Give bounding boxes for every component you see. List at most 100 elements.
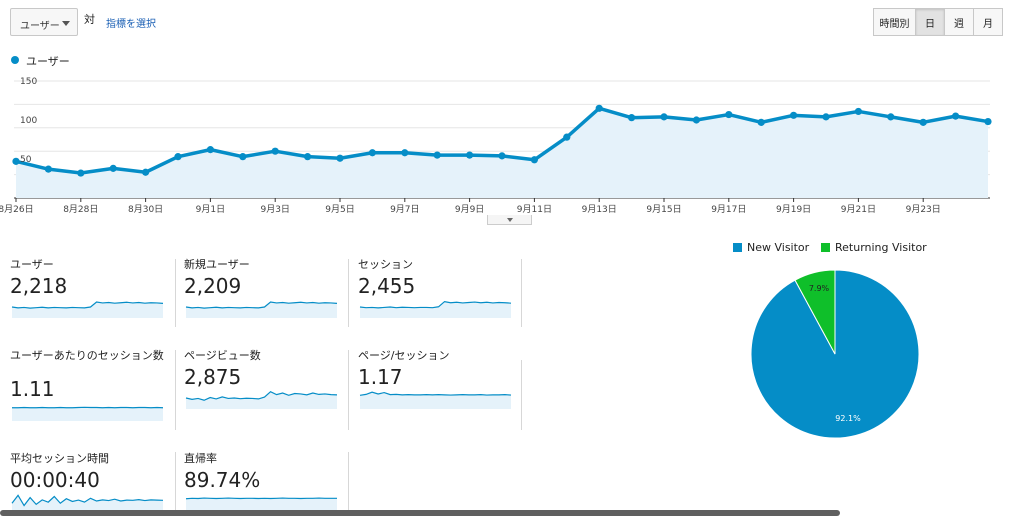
data-point[interactable] (368, 149, 376, 157)
metric-name: ユーザー (10, 258, 54, 271)
metric-tile[interactable]: 新規ユーザー 2,209 (184, 258, 344, 318)
x-tick-label: 9月7日 (390, 204, 419, 215)
metric-value: 2,209 (184, 274, 242, 298)
metric-name: ページ/セッション (358, 349, 450, 362)
data-point[interactable] (466, 151, 474, 159)
tile-divider (521, 259, 522, 327)
y-tick-label: 50 (20, 155, 32, 165)
tile-divider (348, 259, 349, 327)
metric-sparkline (359, 391, 512, 409)
metric-value: 2,455 (358, 274, 416, 298)
metric-name: ページビュー数 (184, 349, 261, 362)
data-point[interactable] (271, 147, 279, 155)
metric-tile[interactable]: 直帰率 89.74% (184, 452, 344, 512)
sparkline-area (12, 407, 163, 421)
sparkline-line (359, 391, 512, 396)
data-point[interactable] (790, 111, 798, 119)
metric-sparkline (359, 300, 512, 318)
metric-value: 00:00:40 (10, 468, 100, 492)
data-point[interactable] (952, 112, 960, 120)
data-point[interactable] (336, 154, 344, 162)
data-point[interactable] (206, 146, 214, 154)
data-point[interactable] (660, 113, 668, 121)
x-tick-label: 9月9日 (455, 204, 484, 215)
metric-name: ユーザーあたりのセッション数 (10, 349, 164, 362)
data-point[interactable] (887, 113, 895, 121)
pie-slice[interactable] (794, 269, 836, 355)
data-point[interactable] (984, 117, 992, 126)
returning-visitor-legend-label[interactable]: Returning Visitor (835, 241, 927, 254)
metric-sparkline (12, 406, 164, 421)
metric-selector-label: ユーザー (20, 21, 60, 32)
sparkline-line (11, 301, 164, 309)
data-point[interactable] (919, 118, 927, 126)
chevron-down-icon (62, 21, 70, 26)
sparkline-area (12, 495, 163, 512)
sparkline-area (186, 498, 337, 512)
metric-name: 直帰率 (184, 452, 217, 465)
tile-divider (175, 452, 176, 512)
pie-value-label: 92.1% (835, 414, 861, 423)
horizontal-scrollbar[interactable] (0, 510, 840, 516)
metric-name: セッション (358, 258, 413, 271)
chart-collapse-handle[interactable] (487, 215, 532, 225)
tile-divider (348, 452, 349, 512)
day-button[interactable]: 日 (915, 8, 945, 36)
data-point[interactable] (304, 153, 312, 161)
data-point[interactable] (109, 164, 117, 172)
metric-tile[interactable]: セッション 2,455 (358, 258, 518, 318)
x-tick-label: 9月21日 (841, 204, 876, 215)
data-point[interactable] (692, 116, 701, 124)
series-legend-dot (11, 56, 19, 64)
sparkline-line (185, 497, 337, 500)
new-visitor-legend-label[interactable]: New Visitor (747, 241, 810, 254)
data-point[interactable] (142, 168, 150, 176)
metric-selector-dropdown[interactable]: ユーザー (10, 8, 78, 36)
data-point[interactable] (757, 118, 765, 126)
data-point[interactable] (725, 110, 733, 119)
data-point[interactable] (12, 157, 20, 165)
vs-label: 対 (84, 13, 95, 26)
metric-tile[interactable]: ユーザー 2,218 (10, 258, 170, 318)
returning-visitor-legend-swatch (821, 243, 830, 252)
y-tick-label: 150 (20, 77, 37, 87)
data-point[interactable] (595, 104, 603, 112)
month-button[interactable]: 月 (973, 8, 1003, 36)
metric-value: 1.17 (358, 365, 403, 389)
sparkline-line (185, 301, 338, 309)
caret-down-icon (507, 218, 513, 222)
metric-tile[interactable]: ユーザーあたりのセッション数 1.11 (10, 349, 170, 421)
data-point[interactable] (174, 153, 182, 161)
metric-value: 2,875 (184, 365, 242, 389)
hourly-button[interactable]: 時間別 (873, 8, 916, 36)
metric-tile[interactable]: ページビュー数 2,875 (184, 349, 344, 409)
x-tick-label: 9月5日 (325, 204, 354, 215)
sparkline-line (359, 300, 512, 309)
x-tick-label: 9月11日 (517, 204, 552, 215)
data-point[interactable] (563, 133, 571, 141)
data-point[interactable] (401, 149, 409, 157)
tile-divider (348, 350, 349, 430)
data-point[interactable] (854, 107, 863, 116)
data-point[interactable] (498, 152, 506, 160)
data-point[interactable] (239, 153, 247, 161)
x-tick-label: 9月3日 (260, 204, 289, 215)
data-point[interactable] (530, 156, 539, 164)
sparkline-area (186, 302, 337, 318)
tile-divider (175, 350, 176, 430)
tile-divider (175, 259, 176, 327)
metric-sparkline (185, 497, 337, 512)
series-area (16, 108, 988, 198)
data-point[interactable] (822, 113, 830, 121)
metric-tile[interactable]: ページ/セッション 1.17 (358, 349, 518, 409)
data-point[interactable] (628, 114, 636, 122)
data-point[interactable] (433, 151, 441, 159)
week-button[interactable]: 週 (944, 8, 974, 36)
data-point[interactable] (77, 169, 85, 177)
data-point[interactable] (44, 165, 53, 173)
select-metric-link[interactable]: 指標を選択 (106, 19, 156, 30)
metric-value: 89.74% (184, 468, 261, 492)
metric-tile[interactable]: 平均セッション時間 00:00:40 (10, 452, 170, 512)
new-visitor-legend-swatch (733, 243, 742, 252)
sparkline-line (11, 494, 164, 507)
